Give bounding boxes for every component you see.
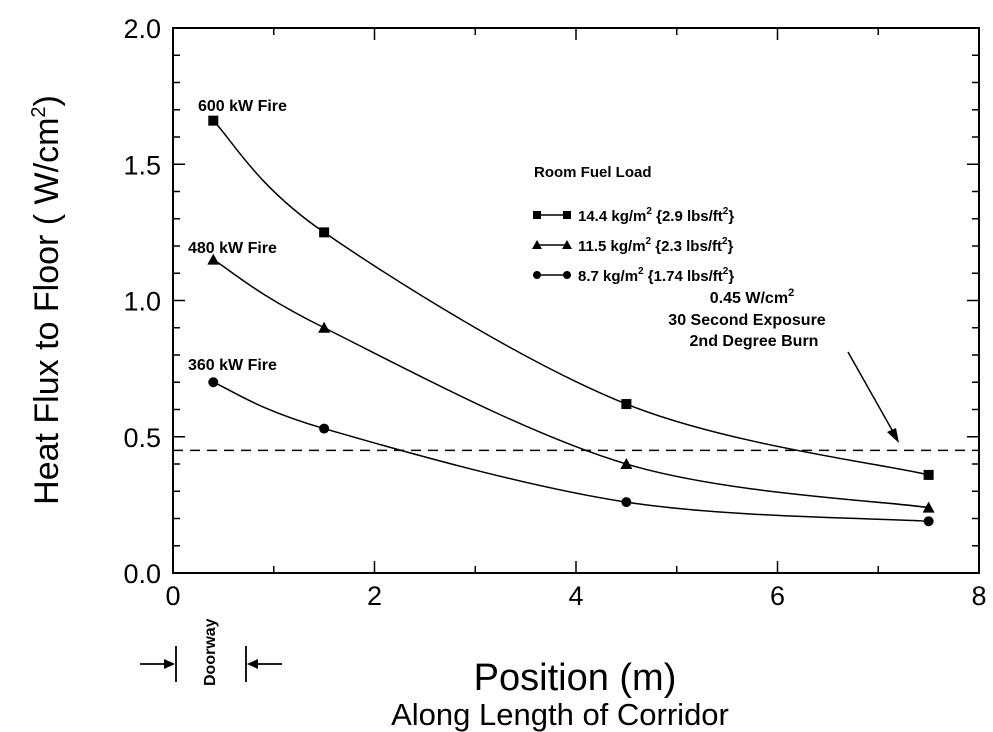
data-point-circle — [208, 377, 219, 388]
legend-marker-triangle — [562, 240, 572, 249]
ref-arrow-head — [887, 428, 899, 443]
legend-label-1: 11.5 kg/m2 {2.3 lbs/ft2} — [578, 236, 734, 255]
doorway-marker: Doorway — [140, 618, 282, 686]
y-tick-label: 2.0 — [123, 14, 161, 44]
data-point-square — [319, 227, 330, 238]
reference-annotation: 0.45 W/cm2 30 Second Exposure 2nd Degree… — [668, 287, 899, 443]
series-label-480: 480 kW Fire — [188, 240, 277, 257]
data-point-circle — [621, 497, 632, 508]
y-tick-label: 0.0 — [123, 559, 161, 589]
data-point-triangle — [207, 253, 220, 265]
series-line — [212, 120, 929, 476]
legend-label-0: 14.4 kg/m2 {2.9 lbs/ft2} — [578, 206, 734, 225]
series-circle — [208, 377, 934, 527]
plot-axes: 0 2 4 6 8 0.0 0.5 1.0 1.5 2.0 — [123, 14, 986, 611]
x-tick-label: 8 — [971, 581, 986, 611]
series-label-360: 360 kW Fire — [188, 357, 277, 374]
data-point-square — [208, 115, 219, 126]
legend-marker-square — [563, 211, 571, 219]
x-tick-label: 0 — [165, 581, 180, 611]
series-line — [212, 258, 929, 509]
x-tick-label: 6 — [770, 581, 785, 611]
y-tick-label: 1.5 — [123, 150, 161, 180]
x-tick-label: 2 — [367, 581, 382, 611]
ref-label-line3: 2nd Degree Burn — [690, 333, 819, 350]
legend-title: Room Fuel Load — [534, 164, 652, 181]
legend-marker-circle — [563, 271, 571, 279]
legend-marker-square — [533, 211, 541, 219]
series-label-600: 600 kW Fire — [198, 98, 287, 115]
doorway-right-arrowhead — [247, 659, 258, 669]
ref-label-line2: 30 Second Exposure — [668, 312, 825, 329]
series-square — [208, 115, 934, 480]
plot-frame — [172, 27, 980, 574]
ref-arrow-shaft — [847, 351, 897, 438]
legend-marker-circle — [533, 271, 541, 279]
doorway-left-arrowhead — [164, 659, 175, 669]
data-point-square — [621, 399, 632, 410]
series-triangle — [207, 253, 935, 513]
data-point-circle — [923, 516, 934, 527]
data-point-triangle — [318, 321, 331, 333]
x-axis-title: Position (m) — [474, 657, 677, 699]
legend-marker-triangle — [532, 240, 542, 249]
legend: Room Fuel Load 14.4 kg/m2 {2.9 lbs/ft2} … — [532, 164, 734, 285]
data-point-circle — [319, 423, 330, 434]
x-tick-label: 4 — [568, 581, 583, 611]
legend-items — [532, 211, 572, 279]
data-point-triangle — [620, 458, 633, 469]
y-axis-title: Heat Flux to Floor ( W/cm2) — [28, 95, 66, 505]
series-line — [213, 381, 929, 522]
series-layer — [207, 115, 935, 527]
doorway-label: Doorway — [202, 618, 219, 686]
data-point-triangle — [922, 501, 935, 513]
data-point-square — [923, 469, 934, 480]
x-axis-subtitle: Along Length of Corridor — [391, 697, 729, 732]
y-tick-label: 1.0 — [123, 287, 161, 317]
legend-label-2: 8.7 kg/m2 {1.74 lbs/ft2} — [578, 266, 734, 285]
ref-label-line1: 0.45 W/cm2 — [710, 287, 794, 307]
y-tick-label: 0.5 — [123, 423, 161, 453]
